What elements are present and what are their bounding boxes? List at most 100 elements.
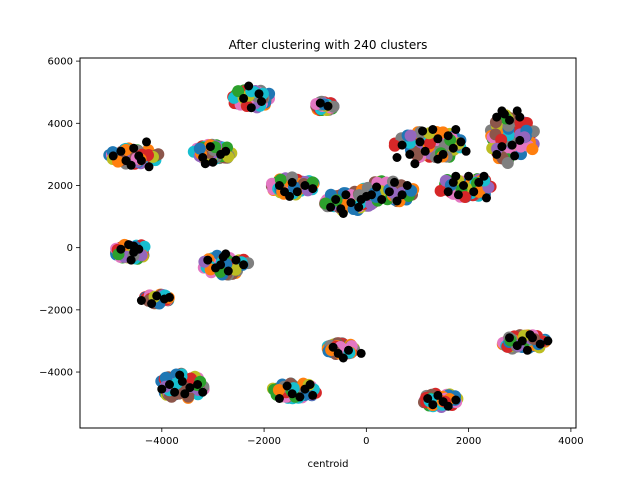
centroid-point (126, 160, 136, 170)
centroid-point (451, 171, 461, 181)
centroid-point (244, 81, 254, 91)
centroid-point (479, 171, 489, 181)
centroid-point (274, 394, 284, 403)
centroid-point (507, 140, 517, 150)
centroid-point (305, 380, 315, 389)
centroid-point (338, 353, 348, 363)
centroid-point (223, 266, 233, 276)
centroid-point (323, 101, 333, 111)
centroid-point (157, 384, 167, 394)
centroid-point (497, 142, 507, 152)
centroid-point (300, 181, 310, 190)
x-axis: −4000 −2000 0 2000 4000 (145, 428, 584, 447)
centroid-point (402, 181, 412, 190)
centroid-point (346, 198, 356, 208)
centroid-point (525, 330, 535, 340)
centroid-point (461, 146, 471, 156)
centroid-point (254, 89, 264, 99)
centroid-point (165, 380, 174, 389)
centroid-point (285, 191, 295, 201)
cluster-point (193, 142, 206, 155)
cluster-point (526, 143, 539, 156)
centroid-point (367, 190, 376, 200)
centroid-point (338, 209, 348, 218)
centroid-point (354, 202, 364, 212)
centroid-point (469, 187, 479, 197)
centroid-point (116, 146, 126, 156)
centroid-point (231, 255, 241, 265)
x-tick-label: −4000 (145, 436, 179, 447)
centroid-point (341, 190, 351, 200)
centroid-point (221, 249, 231, 259)
centroid-point (198, 387, 208, 397)
y-axis: −4000 −2000 0 2000 4000 6000 (39, 57, 80, 379)
centroid-point (331, 195, 341, 204)
cluster-point (232, 85, 245, 98)
y-tick-label: 2000 (48, 181, 73, 192)
centroid-point (415, 137, 425, 147)
cluster-point (229, 263, 242, 276)
centroid-point (287, 389, 297, 399)
centroid-point (308, 184, 318, 194)
cluster-point (423, 137, 436, 150)
centroid-point (208, 157, 218, 167)
centroid-point (295, 392, 305, 402)
centroid-point (428, 400, 438, 410)
centroid-point (221, 146, 231, 156)
centroid-point (175, 370, 185, 380)
y-tick-label: 6000 (48, 57, 73, 68)
centroid-point (492, 112, 502, 122)
centroid-point (492, 149, 502, 159)
cluster-point (411, 149, 424, 162)
centroid-point (423, 394, 433, 403)
centroid-point (515, 112, 525, 122)
centroid-point (505, 115, 514, 125)
centroid-point (216, 260, 226, 270)
cluster-point (434, 184, 447, 197)
centroid-point (136, 296, 146, 305)
centroid-point (200, 159, 210, 169)
centroid-point (456, 137, 466, 147)
centroid-point (451, 395, 461, 405)
centroid-point (372, 182, 382, 192)
centroid-point (308, 390, 318, 400)
centroid-point (147, 299, 157, 309)
centroid-point (392, 196, 402, 206)
centroid-point (377, 195, 387, 204)
centroid-point (428, 125, 438, 134)
centroid-point (246, 103, 256, 113)
centroid-point (420, 146, 430, 156)
centroid-point (397, 190, 407, 200)
centroid-point (405, 149, 415, 159)
centroid-point (126, 255, 136, 265)
centroid-point (129, 143, 139, 153)
centroid-point (497, 106, 507, 116)
cluster-point (388, 139, 401, 152)
cluster-point (272, 384, 285, 396)
centroid-point (390, 177, 399, 187)
centroid-point (443, 187, 453, 197)
centroid-point (515, 135, 525, 145)
centroid-point (356, 348, 366, 358)
centroid-point (180, 389, 190, 399)
centroid-point (165, 292, 174, 302)
centroid-point (418, 126, 428, 136)
plot-frame (79, 57, 577, 429)
centroid-point (274, 181, 284, 190)
centroid-point (185, 383, 195, 393)
centroid-point (510, 151, 520, 161)
centroid-point (239, 93, 249, 103)
x-tick-label: 4000 (558, 436, 583, 447)
centroid-point (142, 137, 151, 147)
centroid-point (205, 142, 215, 152)
centroid-point (239, 260, 249, 270)
centroid-point (397, 140, 407, 150)
centroid-point (292, 187, 302, 197)
centroid-point (433, 154, 443, 164)
centroid-point (129, 241, 139, 251)
centroid-point (543, 336, 553, 346)
centroid-point (459, 181, 468, 190)
centroid-point (170, 387, 180, 397)
